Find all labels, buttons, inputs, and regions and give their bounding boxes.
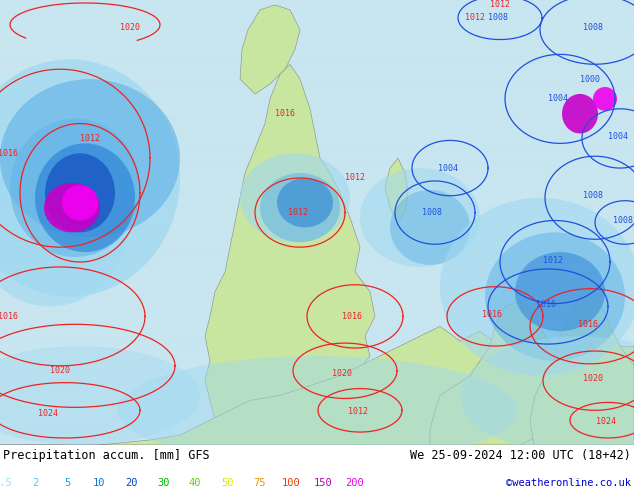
Text: 1008: 1008 (488, 13, 508, 23)
Polygon shape (205, 64, 375, 440)
Polygon shape (385, 158, 408, 222)
Text: ©weatheronline.co.uk: ©weatheronline.co.uk (506, 478, 631, 488)
Ellipse shape (485, 232, 625, 361)
Text: 2: 2 (32, 478, 38, 488)
Text: 1016: 1016 (578, 320, 598, 329)
Text: 1004: 1004 (548, 95, 568, 103)
Text: 1012: 1012 (80, 134, 100, 143)
Text: 0.5: 0.5 (0, 478, 13, 488)
Text: 1020: 1020 (332, 369, 352, 378)
Ellipse shape (593, 87, 617, 111)
Polygon shape (430, 301, 580, 445)
Text: 200: 200 (346, 478, 365, 488)
Ellipse shape (460, 336, 634, 455)
Text: 1016: 1016 (342, 312, 362, 321)
Ellipse shape (360, 168, 480, 267)
Text: 1016: 1016 (0, 149, 18, 158)
Text: Precipitation accum. [mm] GFS: Precipitation accum. [mm] GFS (3, 448, 210, 462)
Polygon shape (240, 5, 300, 94)
Text: 1020: 1020 (583, 374, 603, 383)
Text: 5: 5 (64, 478, 70, 488)
Text: 1012: 1012 (288, 208, 308, 217)
Text: 1024: 1024 (38, 409, 58, 418)
Ellipse shape (117, 356, 517, 465)
Ellipse shape (390, 190, 470, 265)
Ellipse shape (0, 59, 180, 296)
Ellipse shape (240, 153, 350, 242)
Text: 1016: 1016 (482, 310, 502, 319)
Text: 1012: 1012 (345, 173, 365, 182)
Text: 1016: 1016 (0, 312, 18, 321)
Ellipse shape (440, 198, 634, 376)
Ellipse shape (562, 94, 598, 133)
Text: 1016: 1016 (275, 109, 295, 118)
Text: 1024: 1024 (596, 416, 616, 426)
Text: 1012: 1012 (465, 13, 485, 23)
Text: 30: 30 (157, 478, 169, 488)
Ellipse shape (62, 185, 98, 220)
Text: 1008: 1008 (583, 23, 603, 32)
Ellipse shape (10, 119, 140, 257)
Text: 1000: 1000 (580, 74, 600, 84)
Text: We 25-09-2024 12:00 UTC (18+42): We 25-09-2024 12:00 UTC (18+42) (410, 448, 631, 462)
Text: 1004: 1004 (438, 164, 458, 172)
Text: 1012: 1012 (348, 407, 368, 416)
Ellipse shape (35, 144, 135, 252)
Text: 1020: 1020 (120, 23, 140, 32)
Text: 1008: 1008 (613, 216, 633, 225)
Polygon shape (0, 326, 634, 445)
Text: 40: 40 (189, 478, 202, 488)
Ellipse shape (515, 252, 605, 331)
Polygon shape (530, 287, 634, 445)
Text: 1004: 1004 (608, 132, 628, 141)
Ellipse shape (0, 79, 180, 237)
Text: 150: 150 (314, 478, 332, 488)
Ellipse shape (0, 346, 200, 445)
Ellipse shape (0, 128, 130, 307)
Text: 1016: 1016 (536, 300, 556, 309)
Text: 75: 75 (253, 478, 265, 488)
Text: 1020: 1020 (50, 366, 70, 375)
Ellipse shape (44, 183, 100, 232)
Text: 1008: 1008 (583, 191, 603, 200)
Text: 100: 100 (281, 478, 301, 488)
Text: 10: 10 (93, 478, 105, 488)
Text: 1008: 1008 (422, 208, 442, 217)
Text: 20: 20 (125, 478, 138, 488)
Text: 1012: 1012 (543, 255, 563, 265)
Text: 50: 50 (221, 478, 233, 488)
Ellipse shape (260, 173, 340, 242)
Ellipse shape (277, 178, 333, 227)
Text: 1012: 1012 (490, 0, 510, 9)
Ellipse shape (45, 153, 115, 232)
